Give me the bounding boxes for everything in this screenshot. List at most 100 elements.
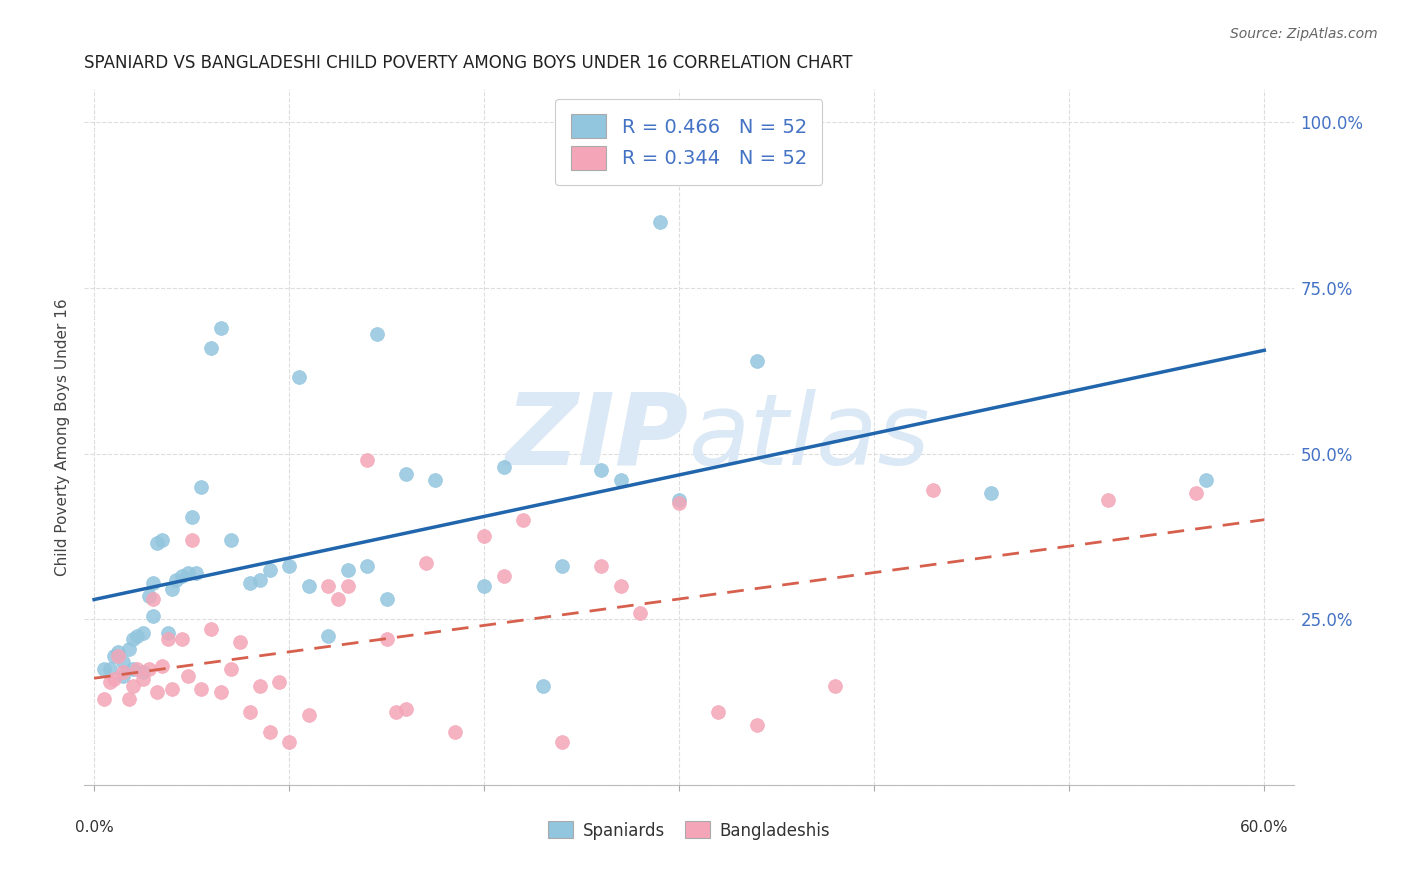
Point [668, 496, 690, 510]
Point [980, 486, 1002, 500]
Point [184, 566, 207, 580]
Text: ZIP: ZIP [506, 389, 689, 485]
Point [531, 679, 554, 693]
Point [492, 459, 515, 474]
Point [472, 529, 495, 543]
Point [160, 582, 183, 597]
Point [138, 662, 160, 676]
Point [190, 480, 212, 494]
Point [628, 606, 651, 620]
Point [249, 573, 271, 587]
Point [93, 662, 115, 676]
Point [200, 622, 222, 636]
Point [145, 536, 167, 550]
Point [747, 718, 769, 732]
Point [107, 648, 129, 663]
Point [366, 327, 388, 342]
Text: 0.0%: 0.0% [75, 820, 114, 835]
Point [591, 559, 613, 574]
Point [747, 354, 769, 368]
Point [298, 708, 321, 723]
Point [316, 629, 339, 643]
Point [132, 625, 155, 640]
Point [385, 705, 408, 719]
Point [336, 563, 359, 577]
Point [160, 681, 183, 696]
Point [177, 668, 200, 682]
Point [157, 625, 180, 640]
Point [609, 579, 631, 593]
Point [122, 632, 145, 647]
Y-axis label: Child Poverty Among Boys Under 16: Child Poverty Among Boys Under 16 [55, 298, 70, 576]
Point [375, 632, 398, 647]
Point [1195, 473, 1218, 487]
Point [103, 672, 125, 686]
Point [239, 705, 262, 719]
Point [668, 493, 690, 508]
Point [98, 662, 121, 676]
Point [551, 559, 574, 574]
Point [288, 370, 311, 384]
Point [125, 629, 148, 643]
Point [316, 579, 339, 593]
Point [177, 566, 200, 580]
Point [142, 609, 165, 624]
Point [229, 635, 252, 649]
Point [132, 665, 155, 680]
Point [107, 645, 129, 659]
Point [122, 662, 145, 676]
Point [375, 592, 398, 607]
Point [157, 632, 180, 647]
Point [591, 463, 613, 477]
Point [98, 675, 121, 690]
Point [93, 691, 115, 706]
Point [472, 579, 495, 593]
Point [336, 579, 359, 593]
Point [415, 556, 437, 570]
Point [180, 509, 202, 524]
Point [180, 533, 202, 547]
Point [492, 569, 515, 583]
Point [209, 320, 232, 334]
Point [269, 675, 291, 690]
Point [648, 215, 671, 229]
Point [112, 665, 135, 680]
Point [165, 573, 187, 587]
Point [150, 658, 173, 673]
Point [142, 575, 165, 590]
Point [356, 453, 378, 467]
Point [209, 685, 232, 699]
Point [112, 668, 135, 682]
Point [200, 341, 222, 355]
Point [259, 563, 281, 577]
Point [112, 656, 135, 670]
Point [707, 705, 730, 719]
Point [170, 569, 193, 583]
Point [219, 662, 242, 676]
Point [1185, 486, 1208, 500]
Point [219, 533, 242, 547]
Point [142, 592, 165, 607]
Point [326, 592, 349, 607]
Point [249, 679, 271, 693]
Point [551, 735, 574, 749]
Point [921, 483, 943, 497]
Point [138, 589, 160, 603]
Point [103, 648, 125, 663]
Point [278, 735, 301, 749]
Point [145, 685, 167, 699]
Text: Source: ZipAtlas.com: Source: ZipAtlas.com [1230, 27, 1378, 41]
Point [150, 533, 173, 547]
Point [118, 691, 141, 706]
Point [356, 559, 378, 574]
Legend: Spaniards, Bangladeshis: Spaniards, Bangladeshis [541, 814, 837, 847]
Point [122, 679, 145, 693]
Text: atlas: atlas [689, 389, 931, 485]
Point [125, 662, 148, 676]
Text: SPANIARD VS BANGLADESHI CHILD POVERTY AMONG BOYS UNDER 16 CORRELATION CHART: SPANIARD VS BANGLADESHI CHILD POVERTY AM… [84, 54, 853, 72]
Text: 60.0%: 60.0% [1240, 820, 1288, 835]
Point [132, 672, 155, 686]
Point [239, 575, 262, 590]
Point [824, 679, 846, 693]
Point [512, 513, 534, 527]
